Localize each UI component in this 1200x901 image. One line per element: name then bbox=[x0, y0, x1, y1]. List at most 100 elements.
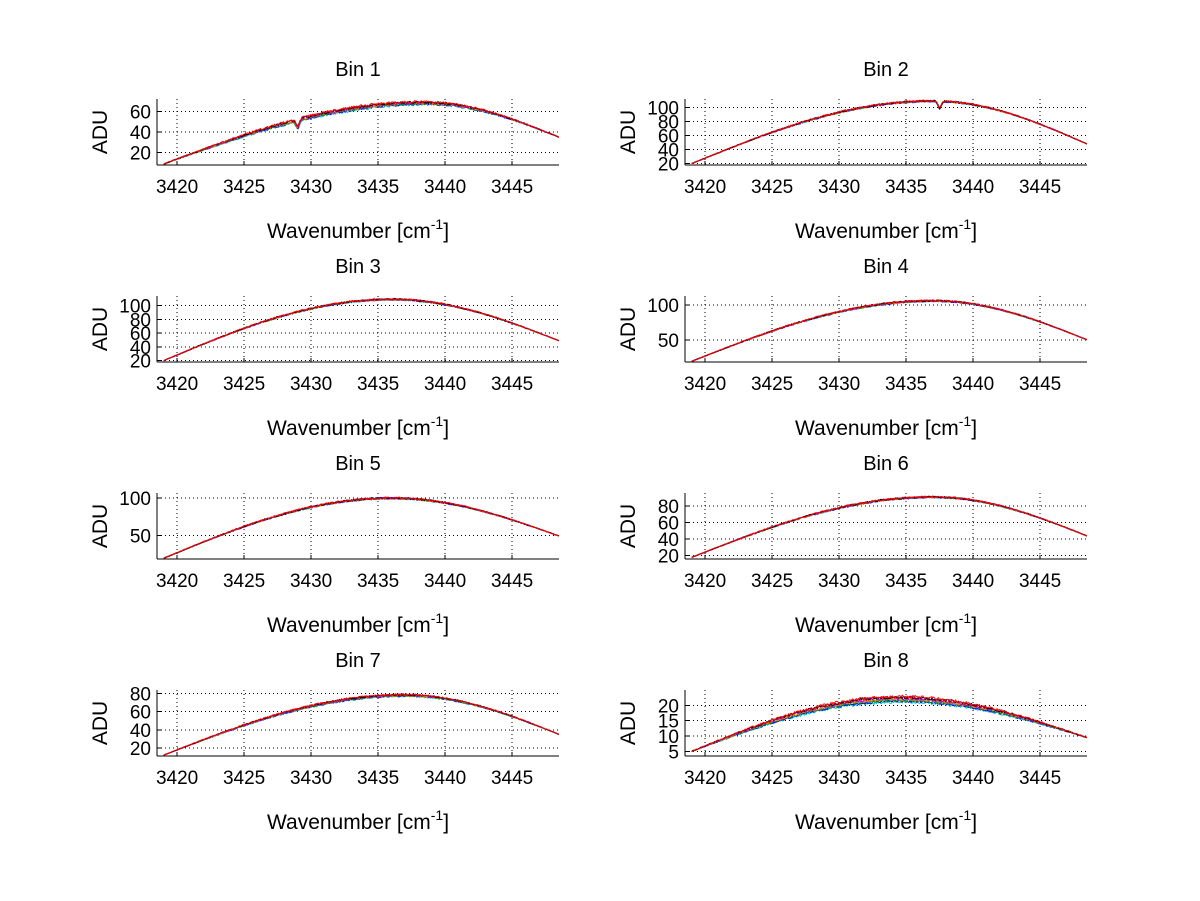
x-tick-label: 3440 bbox=[952, 374, 994, 395]
y-tick-label: 80 bbox=[658, 497, 679, 518]
x-tick-label: 3420 bbox=[156, 571, 198, 592]
x-tick-label: 3430 bbox=[290, 374, 332, 395]
subplot-title: Bin 2 bbox=[863, 59, 909, 81]
y-tick-label: 40 bbox=[130, 123, 151, 144]
x-tick-label: 3425 bbox=[751, 571, 793, 592]
x-tick-label: 3430 bbox=[818, 768, 860, 789]
x-axis-label: Wavenumber [cm-1] bbox=[267, 413, 449, 440]
series-7-line bbox=[163, 496, 559, 559]
x-tick-label: 3435 bbox=[357, 571, 399, 592]
y-tick-label: 40 bbox=[658, 530, 679, 551]
y-tick-label: 60 bbox=[658, 514, 679, 535]
subplot-title: Bin 1 bbox=[335, 59, 381, 81]
x-tick-label: 3420 bbox=[684, 571, 726, 592]
y-tick-label: 80 bbox=[130, 310, 151, 331]
y-tick-label: 100 bbox=[647, 296, 679, 317]
subplot-title: Bin 5 bbox=[335, 453, 381, 475]
x-tick-label: 3445 bbox=[491, 768, 533, 789]
x-tick-label: 3420 bbox=[156, 374, 198, 395]
y-axis-label: ADU bbox=[617, 110, 640, 154]
x-tick-label: 3420 bbox=[156, 177, 198, 198]
x-tick-label: 3425 bbox=[751, 768, 793, 789]
x-tick-label: 3440 bbox=[952, 177, 994, 198]
x-tick-label: 3445 bbox=[1019, 768, 1061, 789]
y-axis-label: ADU bbox=[617, 307, 640, 351]
x-tick-label: 3430 bbox=[818, 177, 860, 198]
x-tick-label: 3430 bbox=[818, 571, 860, 592]
y-tick-label: 80 bbox=[130, 685, 151, 706]
y-tick-label: 5 bbox=[668, 742, 679, 763]
x-tick-label: 3445 bbox=[1019, 571, 1061, 592]
y-tick-label: 100 bbox=[119, 297, 151, 318]
x-tick-label: 3430 bbox=[290, 768, 332, 789]
x-tick-label: 3430 bbox=[290, 571, 332, 592]
series-group bbox=[691, 99, 1087, 165]
y-tick-label: 60 bbox=[658, 127, 679, 148]
y-tick-label: 10 bbox=[658, 727, 679, 748]
y-axis-label: ADU bbox=[89, 110, 112, 154]
x-tick-label: 3430 bbox=[290, 177, 332, 198]
y-axis-label: ADU bbox=[89, 701, 112, 745]
x-tick-label: 3445 bbox=[1019, 177, 1061, 198]
subplot-title: Bin 6 bbox=[863, 453, 909, 475]
y-tick-label: 60 bbox=[130, 324, 151, 345]
y-tick-label: 20 bbox=[130, 352, 151, 373]
series-7-line bbox=[163, 297, 559, 362]
x-tick-label: 3445 bbox=[1019, 374, 1061, 395]
series-7-line bbox=[691, 495, 1087, 558]
y-tick-label: 50 bbox=[658, 331, 679, 352]
subplot-title: Bin 4 bbox=[863, 256, 909, 278]
y-axis-label: ADU bbox=[89, 307, 112, 351]
series-2-line bbox=[691, 699, 1087, 752]
y-tick-label: 20 bbox=[130, 739, 151, 760]
x-tick-label: 3435 bbox=[885, 768, 927, 789]
x-tick-label: 3435 bbox=[357, 177, 399, 198]
series-group bbox=[163, 693, 559, 756]
y-tick-label: 20 bbox=[658, 155, 679, 176]
x-tick-label: 3430 bbox=[818, 374, 860, 395]
x-axis-label: Wavenumber [cm-1] bbox=[795, 216, 977, 243]
x-tick-label: 3440 bbox=[424, 177, 466, 198]
y-tick-label: 100 bbox=[119, 489, 151, 510]
y-axis-label: ADU bbox=[617, 701, 640, 745]
series-7-line bbox=[163, 693, 559, 756]
series-6-line bbox=[691, 695, 1087, 753]
subplot-title: Bin 8 bbox=[863, 650, 909, 672]
x-tick-label: 3440 bbox=[424, 374, 466, 395]
series-7-line bbox=[691, 99, 1087, 164]
x-tick-label: 3440 bbox=[952, 768, 994, 789]
x-axis-label: Wavenumber [cm-1] bbox=[267, 610, 449, 637]
series-group bbox=[163, 100, 559, 165]
x-tick-label: 3435 bbox=[357, 374, 399, 395]
x-axis-label: Wavenumber [cm-1] bbox=[795, 610, 977, 637]
x-tick-label: 3440 bbox=[424, 768, 466, 789]
x-axis-label: Wavenumber [cm-1] bbox=[795, 413, 977, 440]
y-tick-label: 50 bbox=[130, 526, 151, 547]
y-axis-label: ADU bbox=[617, 504, 640, 548]
x-tick-label: 3425 bbox=[223, 374, 265, 395]
x-tick-label: 3445 bbox=[491, 177, 533, 198]
x-tick-label: 3440 bbox=[952, 571, 994, 592]
y-tick-label: 15 bbox=[658, 712, 679, 733]
x-axis-label: Wavenumber [cm-1] bbox=[267, 216, 449, 243]
y-tick-label: 100 bbox=[647, 98, 679, 119]
series-group bbox=[691, 694, 1087, 753]
series-group bbox=[691, 495, 1087, 558]
y-tick-label: 20 bbox=[658, 696, 679, 717]
x-tick-label: 3435 bbox=[885, 177, 927, 198]
series-group bbox=[163, 496, 559, 559]
x-tick-label: 3425 bbox=[751, 374, 793, 395]
series-7-line bbox=[163, 100, 559, 165]
y-tick-label: 60 bbox=[130, 703, 151, 724]
x-axis-label: Wavenumber [cm-1] bbox=[795, 807, 977, 834]
x-tick-label: 3420 bbox=[684, 177, 726, 198]
subplot-5: 3420 3425 3430 3435 3440 3445 50 100 Bin 5 Wavenu… bbox=[89, 453, 559, 637]
x-tick-label: 3420 bbox=[684, 374, 726, 395]
